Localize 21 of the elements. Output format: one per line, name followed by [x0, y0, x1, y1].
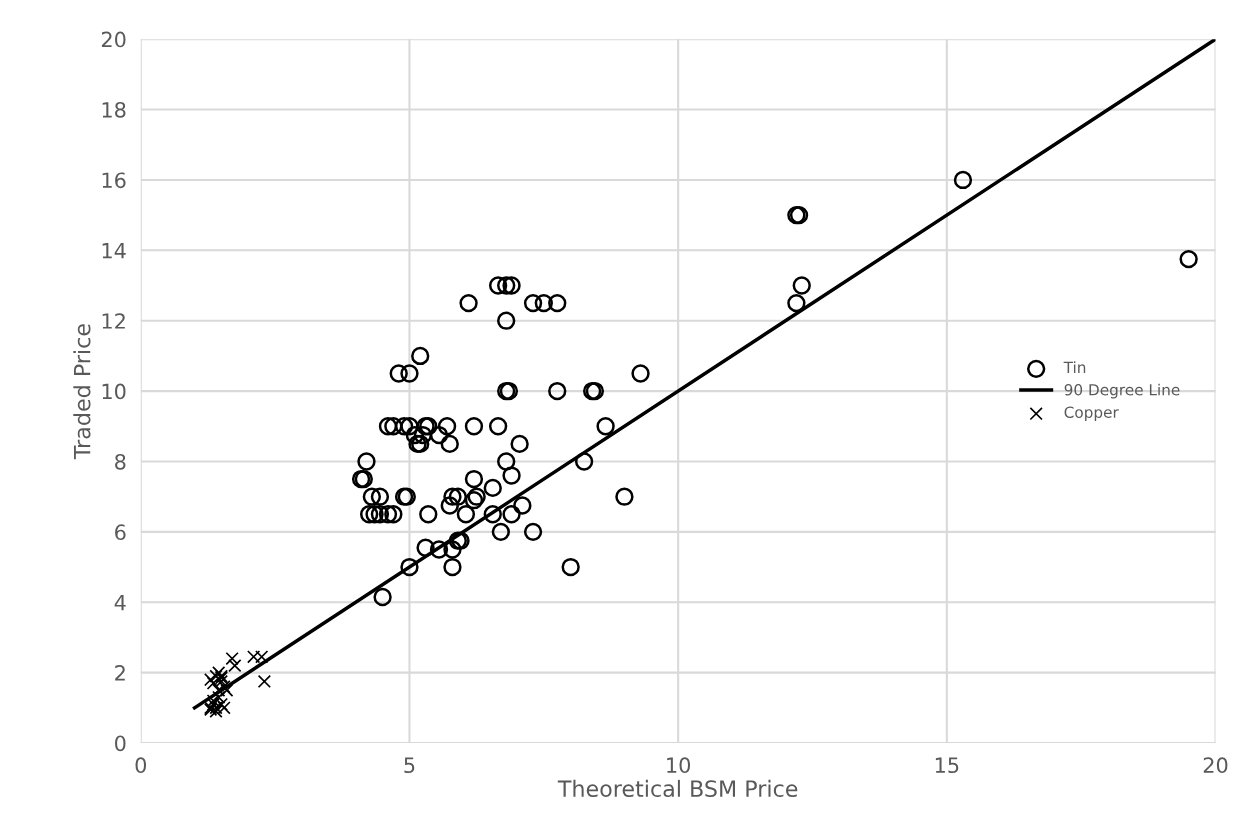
x-tick-label: 5 [404, 757, 415, 774]
y-tick-label: 2 [115, 665, 125, 681]
y-tick-label: 14 [102, 243, 126, 259]
y-tick-label: 16 [102, 172, 126, 189]
y-tick-label: 10 [102, 383, 126, 400]
y-axis-title: Traded Price [73, 324, 91, 460]
y-tick-label: 12 [102, 313, 125, 329]
y-tick-label: 4 [114, 594, 126, 611]
legend-label: 90 Degree Line [1064, 383, 1180, 399]
legend-label: Tin [1063, 361, 1086, 373]
y-tick-label: 20 [101, 31, 126, 48]
y-tick-label: 18 [102, 101, 126, 118]
legend-label: Copper [1064, 406, 1119, 421]
x-tick-label: 0 [135, 757, 147, 774]
y-tick-label: 0 [115, 735, 126, 752]
y-tick-label: 8 [115, 453, 126, 470]
x-tick-label: 20 [1203, 757, 1228, 774]
x-tick-label: 10 [667, 757, 691, 774]
x-tick-label: 15 [935, 757, 959, 774]
y-tick-label: 6 [115, 524, 126, 541]
x-axis-title: Theoretical BSM Price [557, 779, 798, 798]
